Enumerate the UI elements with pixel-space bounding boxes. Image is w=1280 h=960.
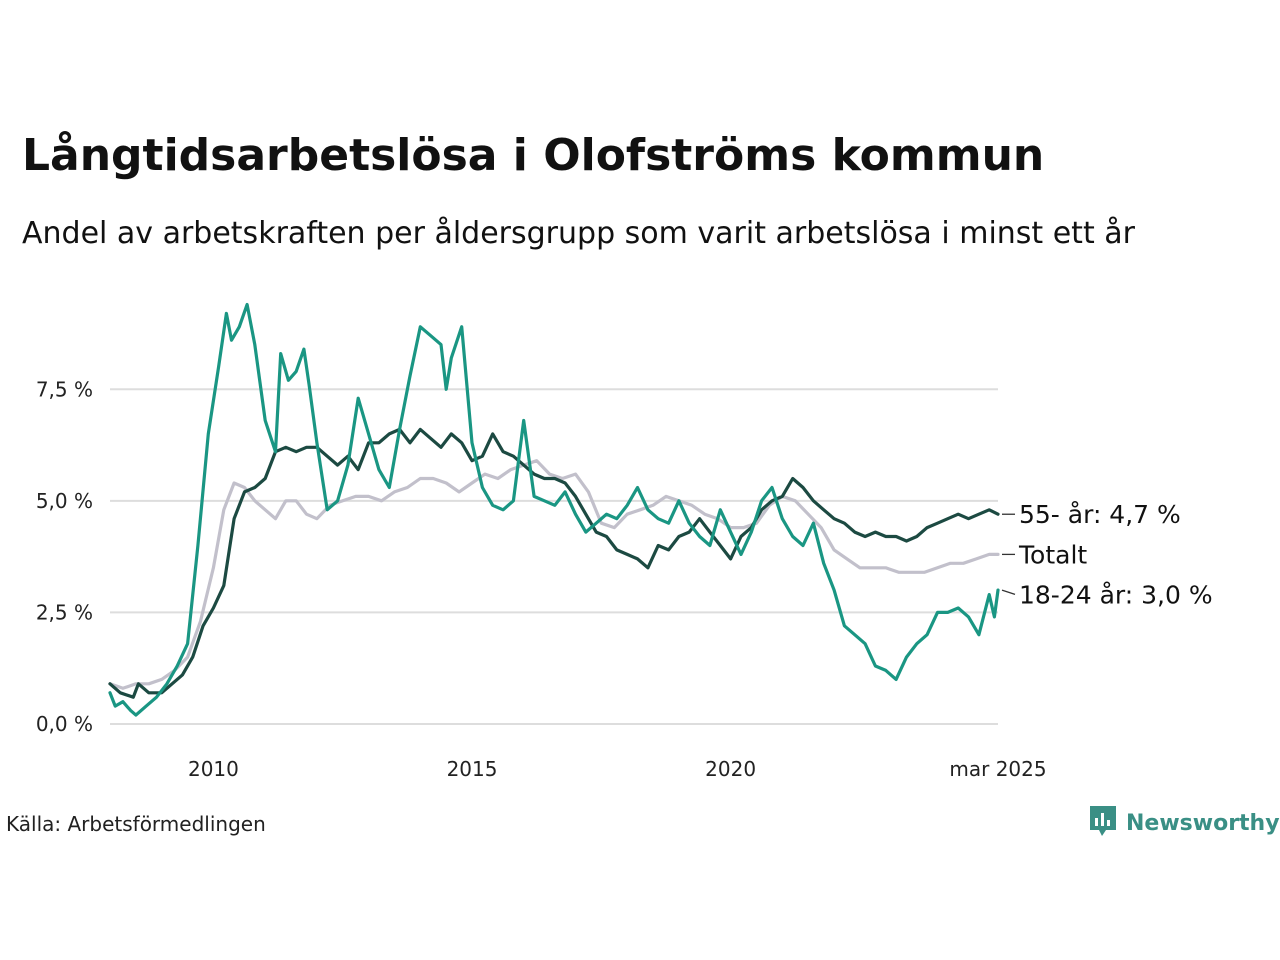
newsworthy-icon [1088, 804, 1118, 842]
y-tick-label: 5,0 % [36, 489, 93, 513]
chart-subtitle: Andel av arbetskraften per åldersgrupp s… [22, 216, 1135, 251]
end-label-1: 55- år: 4,7 % [1019, 500, 1181, 529]
y-tick-label: 7,5 % [36, 377, 93, 401]
series-line-1 [108, 427, 1000, 699]
end-label-2: 18-24 år: 3,0 % [1019, 580, 1213, 609]
gridlines [110, 388, 998, 725]
brand-logo: Newsworthy [1088, 804, 1280, 842]
y-tick-label: 0,0 % [36, 712, 93, 736]
y-tick-label: 2,5 % [36, 600, 93, 624]
end-label-0: Totalt [1018, 540, 1087, 569]
series-end-labels: 55- år: 4,7 % Totalt 18-24 år: 3,0 % [1001, 500, 1213, 609]
x-tick-label: 2020 [705, 757, 756, 781]
x-axis-ticks: 2010 2015 2020 mar 2025 [188, 757, 1047, 781]
y-axis-ticks: 0,0 % 2,5 % 5,0 % 7,5 % [36, 377, 93, 736]
end-label-connector [1001, 589, 1016, 596]
series-line-0 [108, 459, 1000, 690]
source-note: Källa: Arbetsförmedlingen [6, 812, 266, 836]
x-tick-label: 2015 [447, 757, 498, 781]
series-line-2 [108, 302, 1000, 717]
x-tick-label: mar 2025 [949, 757, 1046, 781]
brand-name: Newsworthy [1126, 810, 1280, 836]
series-lines [108, 302, 1000, 717]
x-tick-label: 2010 [188, 757, 239, 781]
chart-title: Långtidsarbetslösa i Olofströms kommun [22, 130, 1045, 181]
